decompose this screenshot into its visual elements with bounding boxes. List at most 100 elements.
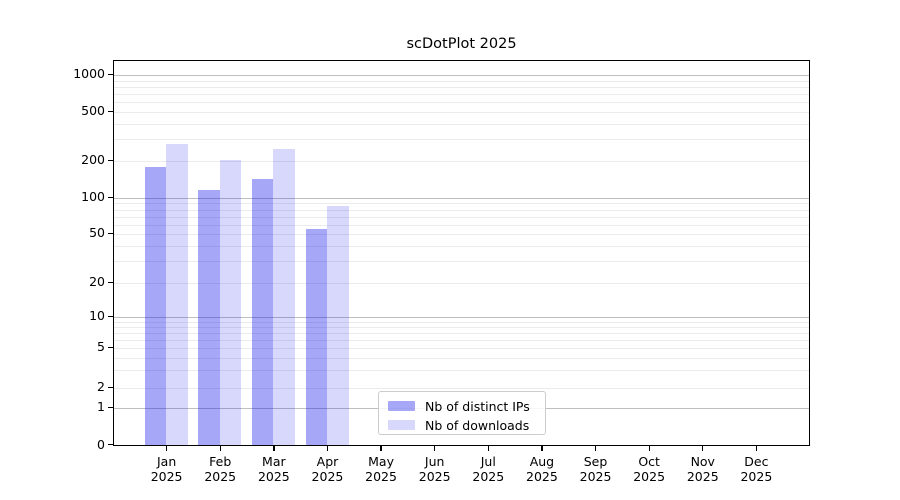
x-tick-label: Aug 2025	[511, 454, 573, 485]
legend-swatch	[388, 420, 415, 430]
x-tick-year: 2025	[740, 468, 773, 484]
minor-gridline	[114, 102, 809, 104]
y-tick-label: 2	[97, 379, 105, 394]
x-tick-label: Sep 2025	[565, 454, 627, 485]
x-tick-year: 2025	[150, 468, 183, 484]
bar-downloads-jan	[166, 143, 188, 445]
x-tick-year: 2025	[579, 468, 612, 484]
x-tick-month: Mar	[262, 454, 286, 469]
x-tick-label: Oct 2025	[618, 454, 680, 485]
y-tick-label: 100	[81, 189, 105, 204]
x-tick-month: Sep	[583, 454, 608, 469]
x-tick	[380, 446, 382, 451]
minor-gridline	[114, 332, 809, 334]
x-tick-label: Jul 2025	[457, 454, 519, 485]
x-tick-year: 2025	[365, 468, 397, 484]
minor-gridline	[114, 348, 809, 349]
x-tick-label: Feb 2025	[189, 454, 251, 485]
minor-gridline	[114, 234, 809, 235]
minor-gridline	[114, 80, 809, 82]
y-tick	[107, 73, 113, 75]
minor-gridline	[114, 245, 809, 247]
legend-swatch	[388, 401, 415, 411]
x-tick	[702, 446, 704, 451]
x-tick-month: Dec	[744, 454, 769, 469]
minor-gridline	[114, 321, 809, 323]
y-tick-label: 10	[89, 308, 105, 323]
y-tick	[107, 196, 113, 198]
x-tick-label: Mar 2025	[243, 454, 305, 485]
y-tick-label: 500	[81, 103, 105, 118]
minor-gridline	[114, 209, 809, 211]
x-tick	[166, 446, 168, 451]
minor-gridline	[114, 224, 809, 226]
minor-gridline	[114, 139, 809, 141]
minor-gridline	[114, 261, 809, 263]
x-tick-year: 2025	[633, 468, 666, 484]
x-tick-year: 2025	[526, 468, 558, 484]
bar-downloads-apr	[327, 206, 349, 445]
minor-gridline	[114, 388, 809, 389]
y-tick	[107, 315, 113, 317]
legend-item: Nb of downloads	[388, 416, 545, 434]
x-tick-year: 2025	[418, 468, 451, 484]
minor-gridline	[114, 123, 809, 125]
minor-gridline	[114, 339, 809, 341]
y-tick	[107, 232, 113, 234]
y-tick	[107, 110, 113, 112]
y-tick	[107, 346, 113, 348]
x-tick-year: 2025	[686, 468, 719, 484]
chart-title: scDotPlot 2025	[406, 36, 517, 52]
bar-ips-apr	[305, 228, 328, 445]
x-tick-month: Jan	[156, 454, 177, 469]
y-tick-label: 1000	[73, 66, 105, 81]
major-gridline	[114, 198, 809, 199]
x-tick-month: May	[368, 454, 394, 469]
y-tick	[107, 444, 113, 446]
y-tick	[107, 159, 113, 161]
x-tick	[487, 446, 489, 451]
y-tick-label: 50	[89, 225, 105, 240]
x-tick-month: Jun	[424, 454, 445, 469]
minor-gridline	[114, 86, 809, 88]
y-tick-label: 0	[97, 436, 105, 452]
minor-gridline	[114, 112, 809, 113]
minor-gridline	[114, 326, 809, 328]
bar-downloads-feb	[219, 160, 242, 445]
minor-gridline	[114, 94, 809, 96]
x-tick	[541, 446, 543, 451]
y-tick-label: 5	[97, 339, 105, 354]
y-tick-label: 20	[89, 274, 105, 289]
x-tick-month: Jul	[480, 454, 496, 469]
bar-ips-feb	[198, 189, 220, 445]
x-tick-month: Aug	[529, 454, 555, 469]
plot-area	[113, 60, 810, 446]
legend: Nb of distinct IPs Nb of downloads	[378, 391, 546, 435]
x-tick-month: Apr	[316, 454, 339, 469]
x-tick-month: Nov	[690, 454, 715, 469]
x-tick	[326, 446, 329, 451]
x-tick-year: 2025	[257, 468, 290, 484]
y-tick-label: 200	[81, 152, 105, 167]
x-tick-year: 2025	[472, 468, 505, 484]
x-tick-year: 2025	[204, 468, 237, 484]
minor-gridline	[114, 203, 809, 205]
x-tick-month: Oct	[638, 454, 660, 469]
x-tick	[648, 446, 650, 451]
bar-ips-mar	[251, 178, 274, 445]
legend-label: Nb of distinct IPs	[425, 398, 530, 414]
y-tick	[107, 281, 113, 283]
x-tick-label: Nov 2025	[672, 454, 734, 485]
x-tick-label: May 2025	[350, 454, 412, 485]
x-tick-label: Jan 2025	[136, 454, 198, 485]
x-tick-label: Dec 2025	[725, 454, 787, 485]
y-tick-label: 1	[97, 399, 105, 414]
legend-item: Nb of distinct IPs	[388, 397, 545, 415]
y-tick	[107, 386, 113, 388]
x-tick	[434, 446, 436, 451]
bar-downloads-mar	[273, 149, 295, 445]
minor-gridline	[114, 283, 809, 284]
x-tick	[755, 446, 758, 451]
x-tick	[219, 446, 221, 451]
